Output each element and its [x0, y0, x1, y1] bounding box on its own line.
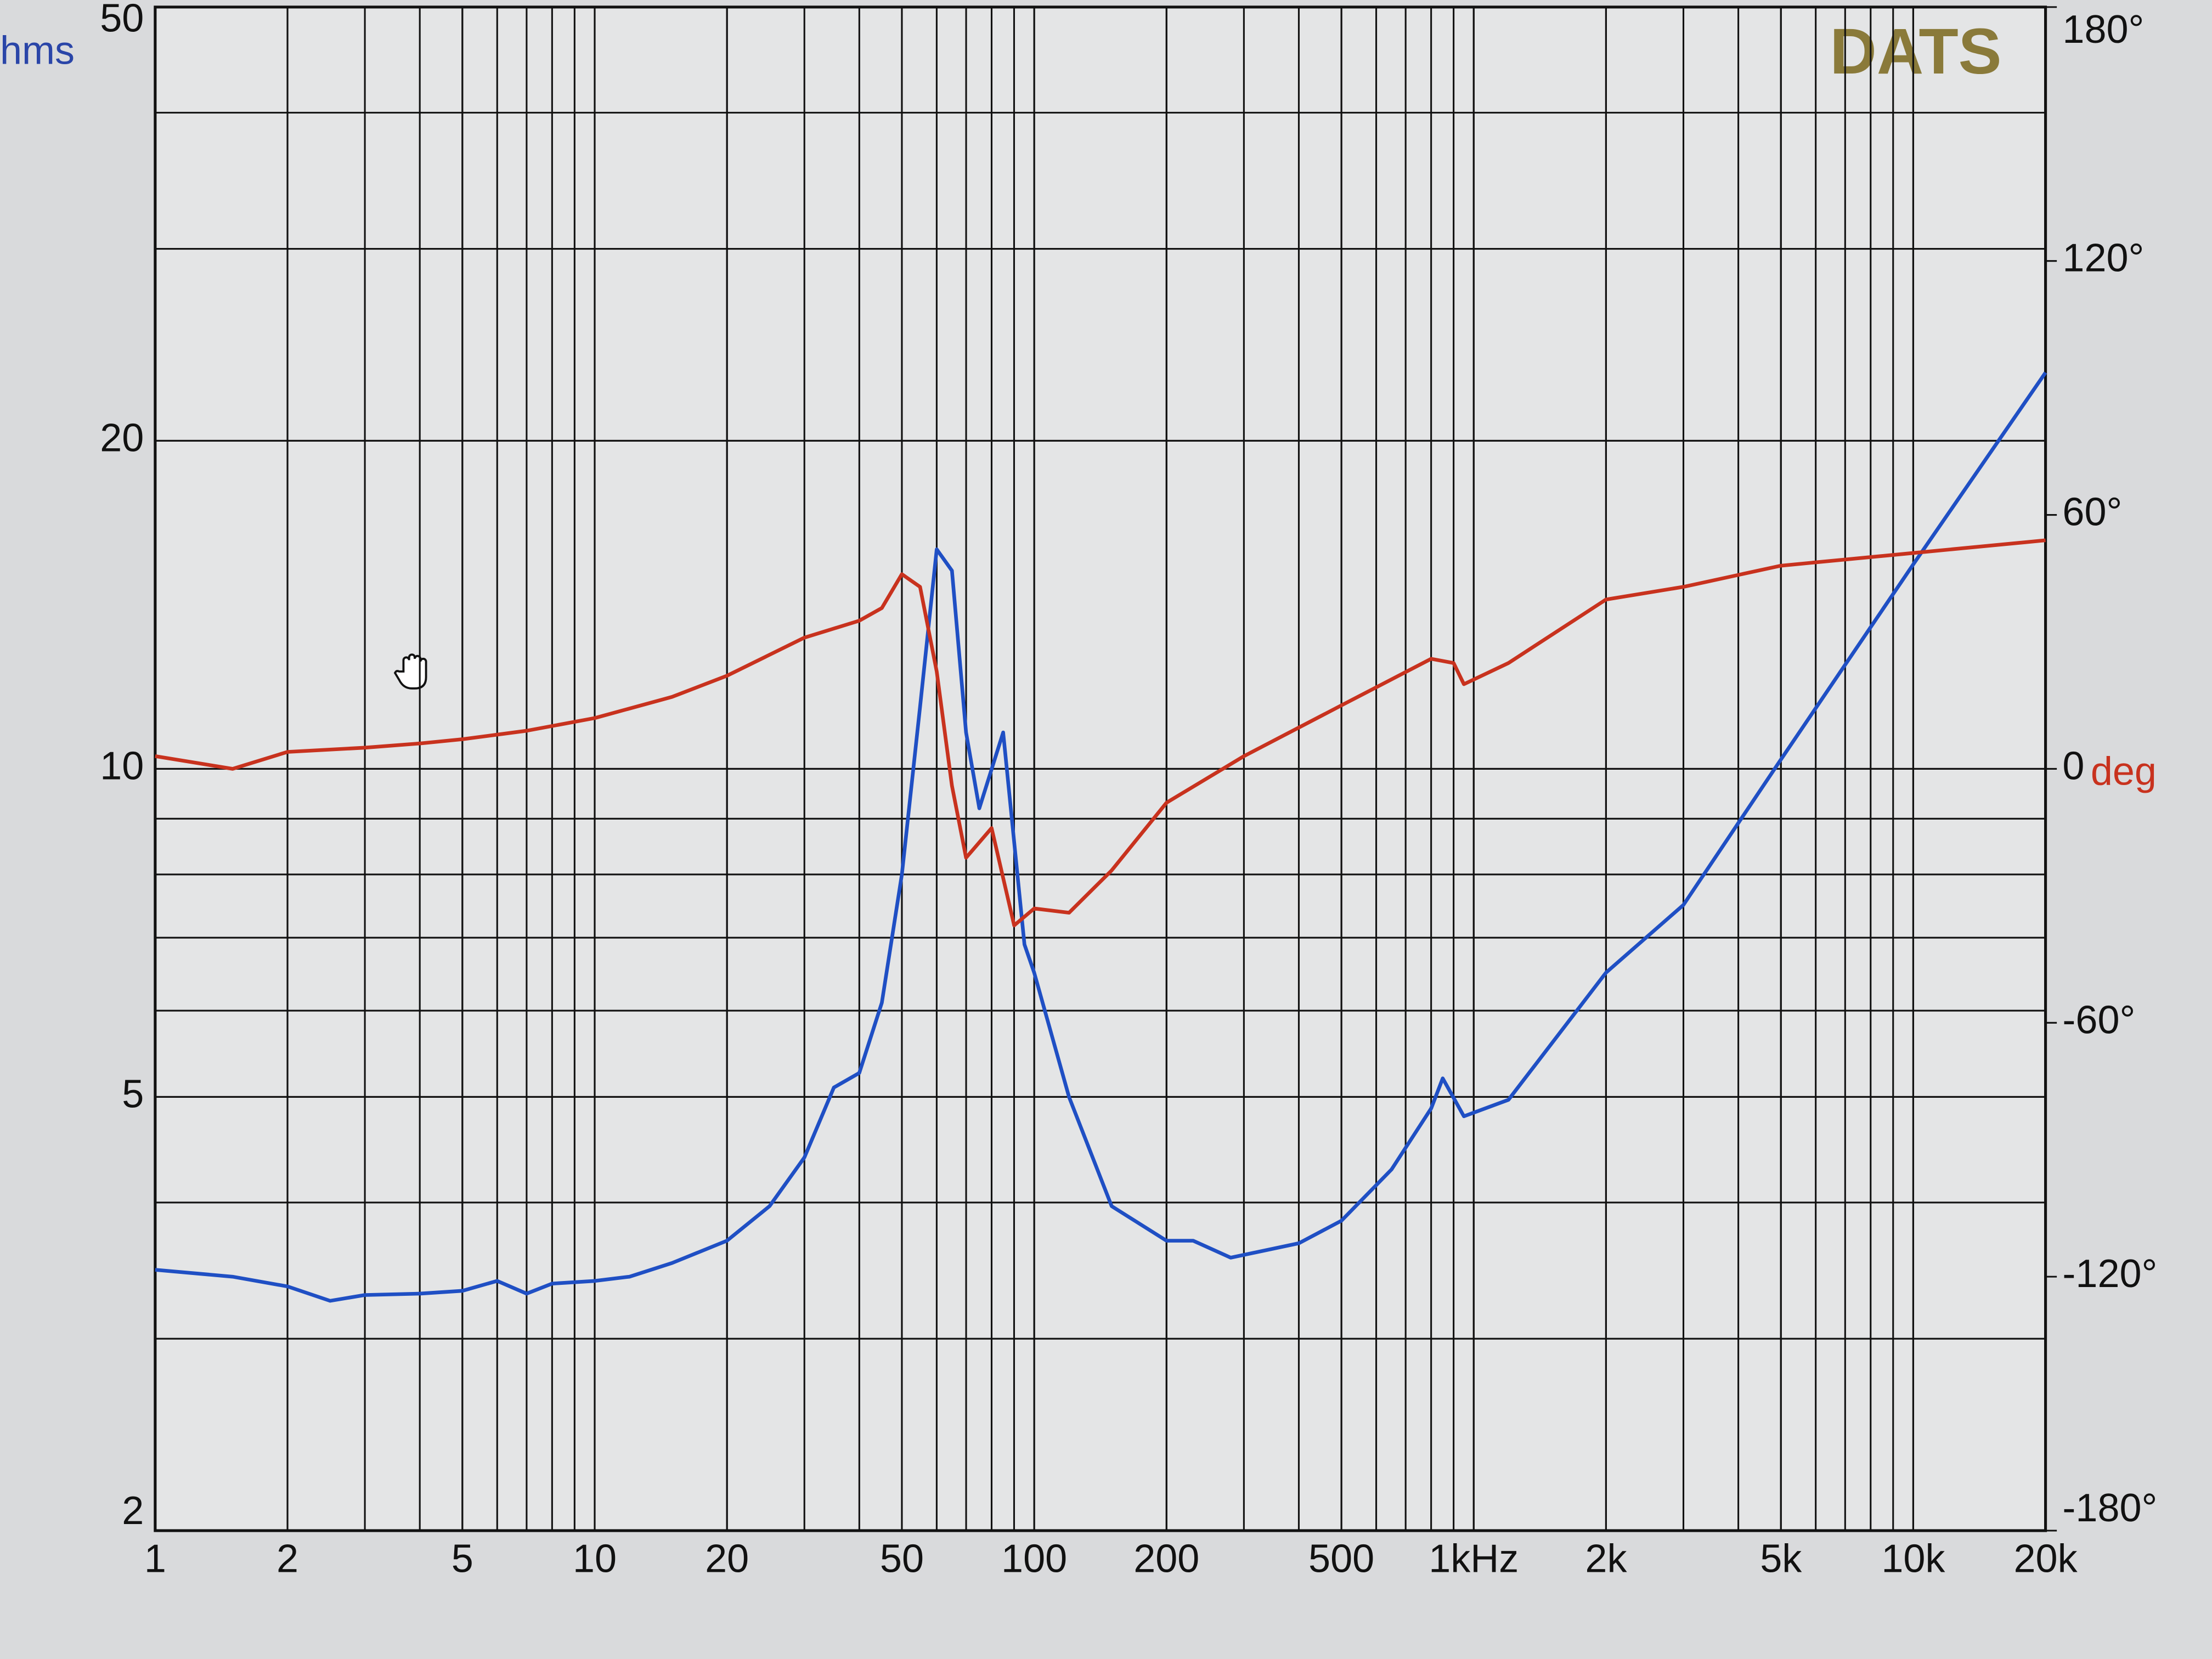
x-tick-label: 200	[1133, 1537, 1199, 1581]
x-tick-label: 2	[276, 1537, 298, 1581]
watermark: DATS	[1830, 15, 2001, 88]
x-tick-label: 5	[452, 1537, 473, 1581]
x-tick-label: 20	[705, 1537, 749, 1581]
y2-tick-label: -180°	[2062, 1486, 2157, 1530]
y-tick-label: 5	[122, 1072, 144, 1116]
x-tick-label: 20k	[2014, 1537, 2078, 1581]
series-line	[155, 538, 2046, 928]
y2-axis-label: deg	[2091, 750, 2157, 794]
x-tick-label: 2k	[1585, 1537, 1627, 1581]
y2-tick-label: 0	[2062, 744, 2084, 788]
y2-tick-label: 60°	[2062, 490, 2122, 534]
y-tick-label: 20	[100, 416, 144, 460]
x-tick-label: 1kHz	[1429, 1537, 1519, 1581]
y-tick-label: 2	[122, 1489, 144, 1533]
y2-tick-label: -60°	[2062, 998, 2135, 1042]
plot-frame	[154, 5, 2047, 1532]
x-tick-label: 100	[1001, 1537, 1067, 1581]
series-line	[155, 371, 2047, 1303]
y-tick-label: 50	[100, 0, 144, 41]
x-tick-label: 50	[880, 1537, 924, 1581]
y-tick-label: 10	[100, 744, 144, 788]
y2-tick-label: 120°	[2062, 236, 2144, 280]
y2-tick-label: -120°	[2062, 1252, 2157, 1296]
y2-tick-label: 180°	[2062, 8, 2144, 52]
x-tick-label: 500	[1308, 1537, 1374, 1581]
cursor-icon	[393, 653, 427, 690]
x-tick-label: 10k	[1881, 1537, 1945, 1581]
x-tick-label: 10	[573, 1537, 617, 1581]
y-axis-label: hms	[0, 29, 75, 73]
x-tick-label: 1	[144, 1537, 166, 1581]
x-tick-label: 5k	[1760, 1537, 1802, 1581]
